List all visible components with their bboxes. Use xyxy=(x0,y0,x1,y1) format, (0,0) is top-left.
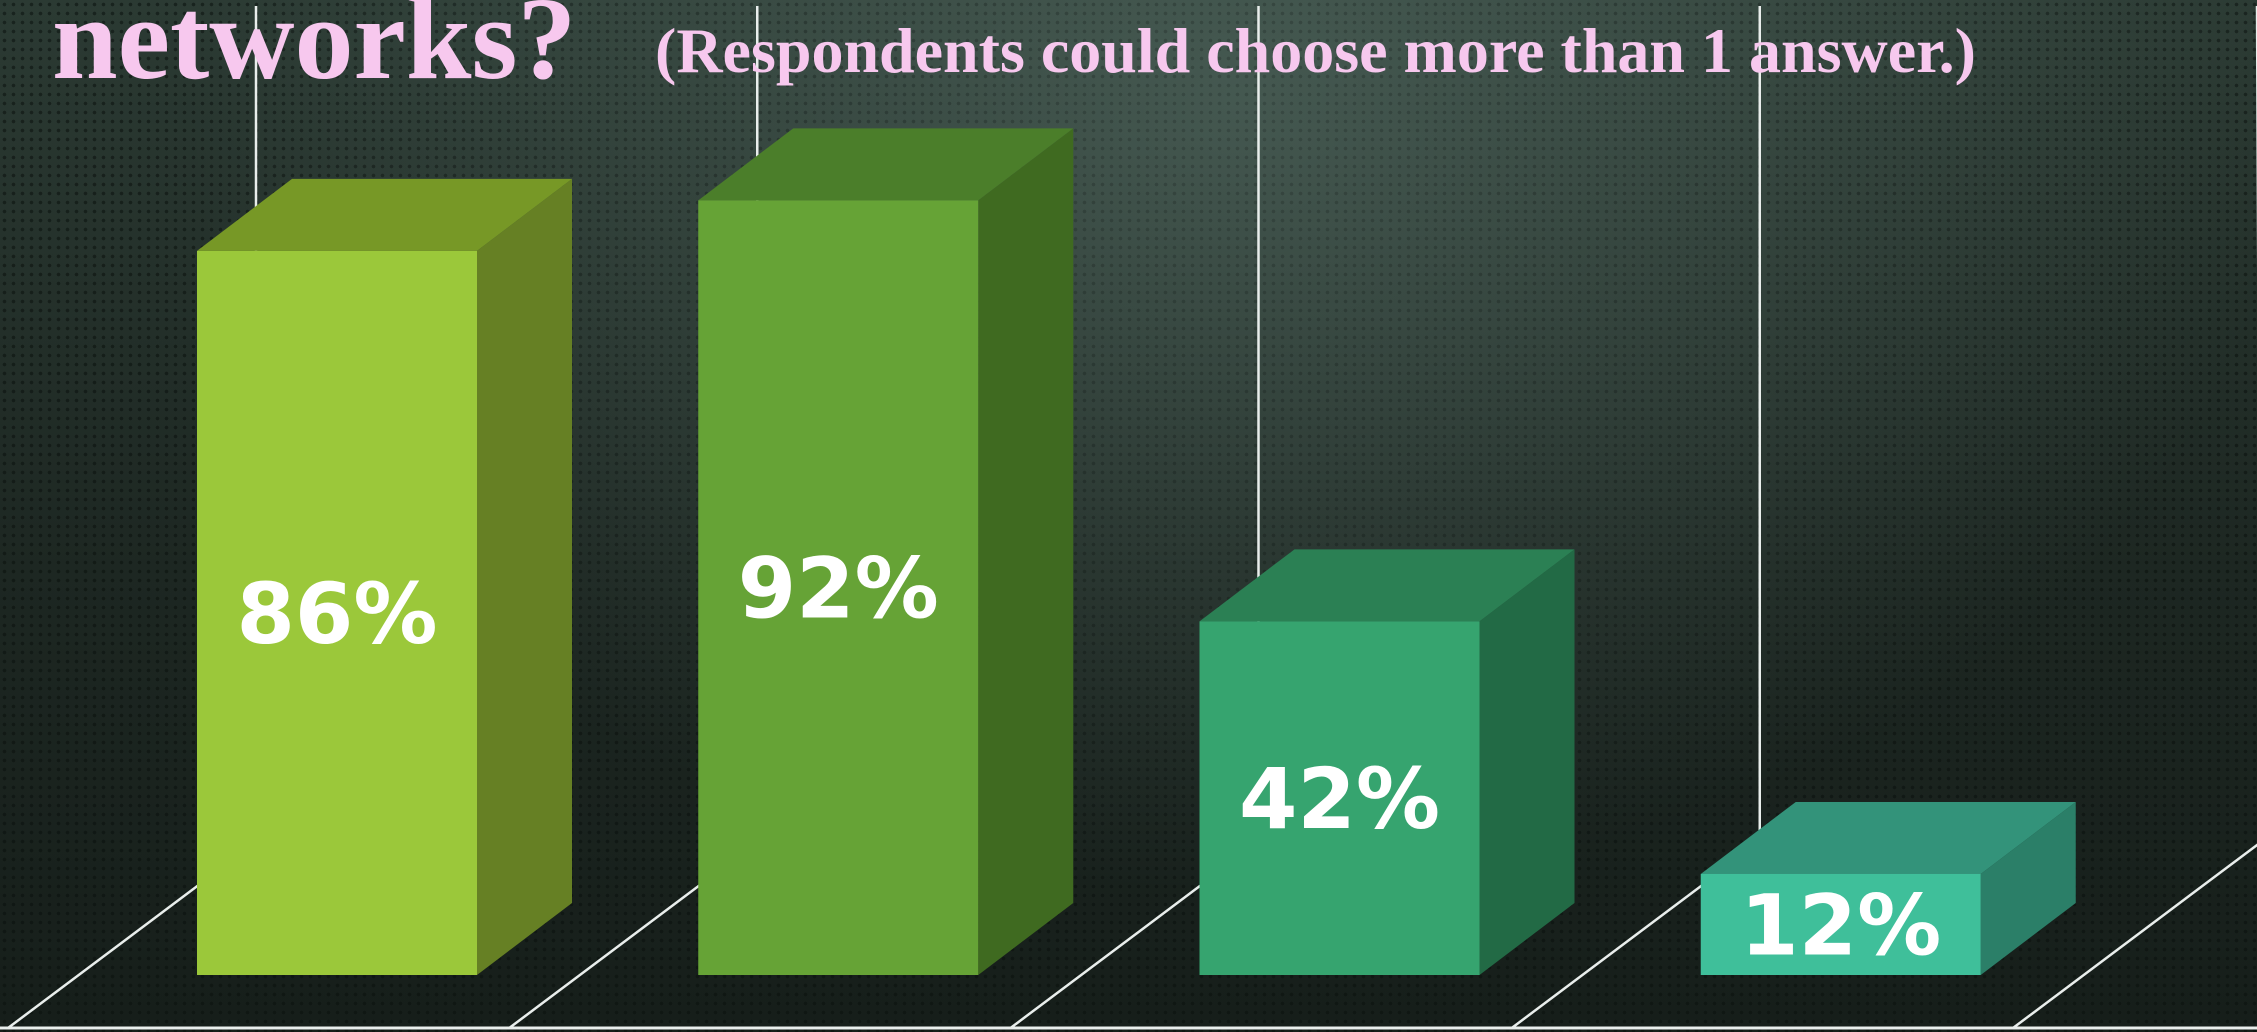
bar-side-face xyxy=(1980,801,2076,975)
bar-top-face xyxy=(698,128,1074,201)
chart-title: networks? xyxy=(52,0,576,104)
bar-data-label: 42% xyxy=(1239,750,1440,848)
bar-front-face xyxy=(1700,873,1981,975)
bar-top-face xyxy=(197,178,572,251)
bar-top-face xyxy=(1700,801,2076,874)
bar-side-face xyxy=(477,178,572,975)
bar-data-label: 86% xyxy=(236,565,437,663)
chart-data-labels: 86% 92% 42% 12% xyxy=(236,540,1941,975)
bar-side-face xyxy=(978,128,1074,976)
floor-divider-line xyxy=(2012,843,2257,1029)
chart-subtitle-note: (Respondents could choose more than 1 an… xyxy=(655,15,1976,86)
bar-data-label: 92% xyxy=(738,540,939,638)
chart-bars xyxy=(197,128,2076,976)
bar-front-face xyxy=(698,200,979,976)
bar-front-face xyxy=(1199,621,1480,975)
bar-top-face xyxy=(1199,549,1575,622)
bar-side-face xyxy=(1479,549,1575,975)
bar-data-label: 12% xyxy=(1740,876,1941,974)
bar-front-face xyxy=(197,250,477,975)
